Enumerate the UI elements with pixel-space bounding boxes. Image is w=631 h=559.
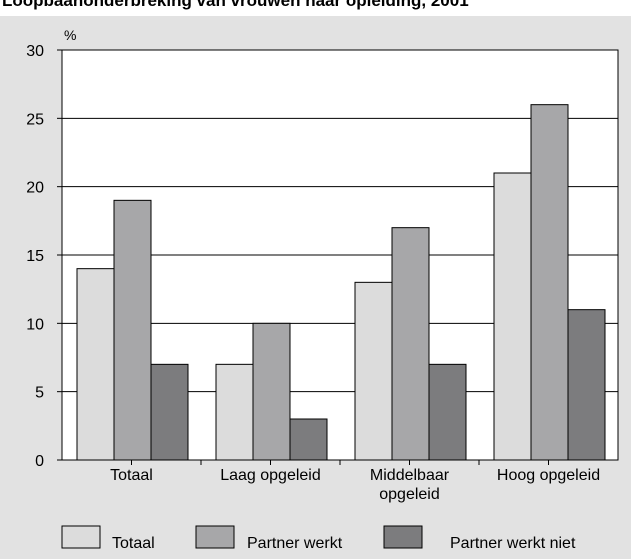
y-tick-label: 20 [26, 180, 44, 197]
figure-caption: Loopbaanonderbreking van vrouwen naar op… [0, 0, 631, 16]
bar [150, 363, 189, 461]
legend-label: Partner werkt [247, 535, 343, 552]
x-tick-label: Hoog opgeleid [497, 467, 600, 484]
bar [252, 322, 291, 461]
x-tick-label: Middelbaar [370, 467, 450, 484]
y-tick-label: 15 [26, 248, 44, 265]
x-tick-label: Totaal [110, 467, 153, 484]
bar [530, 104, 569, 461]
bar [215, 363, 254, 461]
y-tick-label: 10 [26, 316, 44, 333]
x-tick-label: Laag opgeleid [220, 467, 321, 484]
legend-label: Partner werkt niet [450, 535, 576, 552]
y-tick-label: 25 [26, 111, 44, 128]
legend-swatch [61, 525, 101, 549]
bar [567, 309, 606, 461]
legend-label: Totaal [112, 535, 155, 552]
legend-swatch [383, 525, 423, 549]
bar [76, 268, 115, 461]
y-tick-label: 0 [35, 453, 44, 470]
bar [113, 199, 152, 461]
bar [289, 418, 328, 461]
bar [354, 281, 393, 461]
x-tick-label: opgeleid [379, 486, 440, 503]
bar [493, 172, 532, 461]
y-tick-label: 30 [26, 43, 44, 60]
bar [428, 363, 467, 461]
y-tick-label: 5 [35, 385, 44, 402]
y-unit-label: % [64, 27, 76, 43]
caption-text: Loopbaanonderbreking van vrouwen naar op… [2, 0, 469, 10]
plot-frame [61, 49, 619, 461]
legend-swatch [195, 525, 235, 549]
bar [391, 227, 430, 461]
